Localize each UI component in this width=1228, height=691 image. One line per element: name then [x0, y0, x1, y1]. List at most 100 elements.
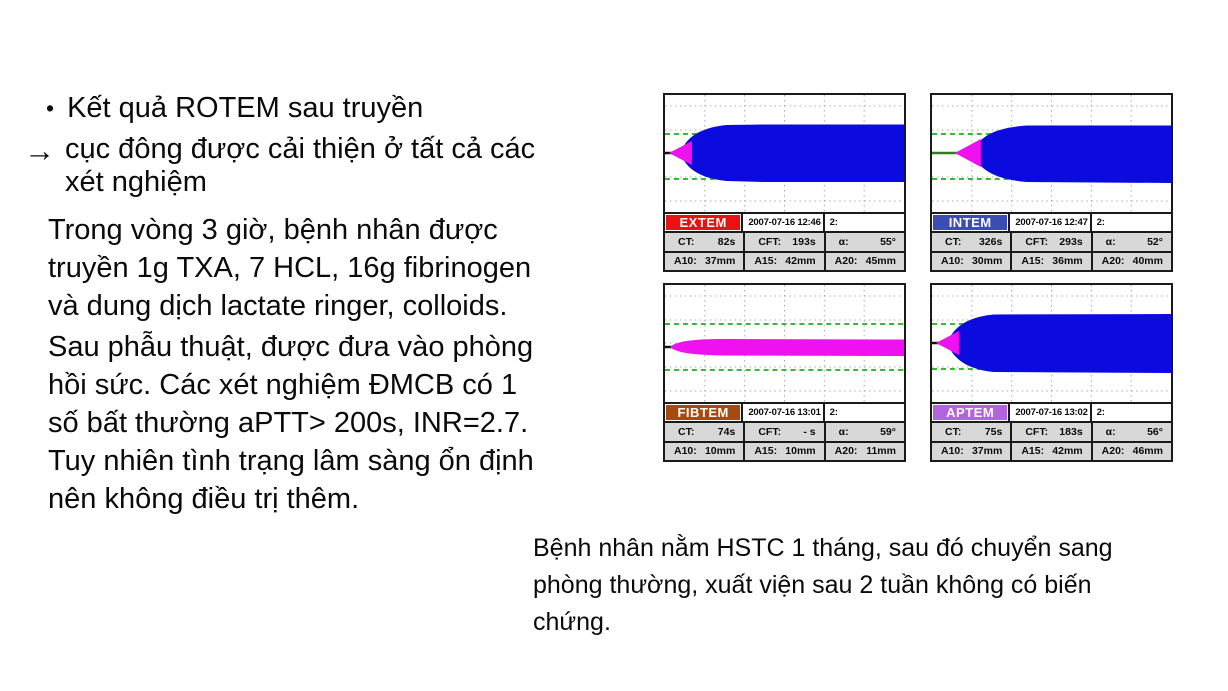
- test-name-cell: FIBTEM: [665, 404, 744, 422]
- a10-cell: A10: 30mm: [932, 252, 1013, 270]
- test-name-cell: APTEM: [932, 404, 1011, 422]
- param-label: A15:: [754, 445, 778, 458]
- a15-cell: A15: 42mm: [1012, 442, 1093, 460]
- extem-temogram-plot: [665, 95, 904, 214]
- intem-label: INTEM: [933, 215, 1008, 231]
- clot-trace-blue: [679, 124, 904, 182]
- rotem-panel-fibtem: FIBTEM 2007-07-16 13:01 2: CT: 74s CFT: - …: [663, 283, 906, 462]
- bullet-marker: •: [46, 95, 55, 121]
- bullet-text: Kết quả ROTEM sau truyền: [67, 92, 424, 124]
- cft-cell: CFT: - s: [745, 423, 826, 441]
- param-value: 11mm: [866, 445, 896, 458]
- param-value: 293s: [1059, 235, 1083, 248]
- test-name-cell: EXTEM: [665, 214, 744, 232]
- param-label: α:: [1105, 425, 1116, 438]
- clot-trace-blue: [946, 314, 1171, 373]
- aptem-temogram-plot: [932, 285, 1171, 404]
- a10-cell: A10: 10mm: [665, 442, 746, 460]
- paragraph-postop: Sau phẫu thuật, được đưa vào phòng hồi s…: [48, 328, 534, 518]
- param-value: 36mm: [1052, 255, 1083, 268]
- param-label: α:: [838, 425, 849, 438]
- alpha-cell: α: 52°: [1092, 233, 1171, 251]
- panel-ct-row: CT: 74s CFT: - s α: 59°: [665, 423, 904, 443]
- panel-ct-row: CT: 326s CFT: 293s α: 52°: [932, 233, 1171, 253]
- param-value: - s: [803, 425, 816, 438]
- param-value: 183s: [1059, 425, 1083, 438]
- a15-cell: A15: 10mm: [745, 442, 826, 460]
- a10-cell: A10: 37mm: [932, 442, 1013, 460]
- text-line: phòng thường, xuất viện sau 2 tuần không…: [533, 571, 1092, 599]
- arrow-text-line: cục đông được cải thiện ở tất cả các: [65, 133, 536, 165]
- param-label: A20:: [834, 445, 858, 458]
- aptem-label: APTEM: [933, 405, 1008, 421]
- a20-cell: A20: 11mm: [825, 442, 904, 460]
- rotem-panel-aptem: APTEM 2007-07-16 13:02 2: CT: 75s CFT: 183…: [930, 283, 1173, 462]
- param-value: 56°: [1147, 425, 1163, 438]
- panel-ct-row: CT: 82s CFT: 193s α: 55°: [665, 233, 904, 253]
- text-line: nên không điều trị thêm.: [48, 483, 360, 515]
- panel-amplitude-row: A10: 30mm A15: 36mm A20: 40mm: [932, 252, 1171, 270]
- param-value: 75s: [984, 425, 1003, 438]
- param-value: 10mm: [785, 445, 816, 458]
- text-line: và dung dịch lactate ringer, colloids.: [48, 290, 508, 322]
- a15-cell: A15: 42mm: [745, 252, 826, 270]
- a10-cell: A10: 37mm: [665, 252, 746, 270]
- intem-temogram-plot: [932, 95, 1171, 214]
- paragraph-outcome: Bệnh nhân nằm HSTC 1 tháng, sau đó chuyể…: [533, 530, 1113, 641]
- cft-cell: CFT: 293s: [1012, 233, 1093, 251]
- alpha-cell: α: 56°: [1092, 423, 1171, 441]
- panel-header-row: EXTEM 2007-07-16 12:46 2:: [665, 214, 904, 234]
- extem-trace-chart: [665, 95, 904, 212]
- param-value: 55°: [880, 235, 896, 248]
- a20-cell: A20: 46mm: [1092, 442, 1171, 460]
- panel-header-row: APTEM 2007-07-16 13:02 2:: [932, 404, 1171, 424]
- aptem-datetime: 2007-07-16 13:02: [1010, 404, 1092, 422]
- text-line: Trong vòng 3 giờ, bệnh nhân được: [48, 214, 498, 246]
- param-label: A15:: [1021, 445, 1045, 458]
- param-label: A10:: [674, 445, 697, 458]
- text-line: Sau phẫu thuật, được đưa vào phòng: [48, 331, 534, 363]
- rotem-panel-intem: INTEM 2007-07-16 12:47 2: CT: 326s CFT: 29…: [930, 93, 1173, 272]
- param-label: A10:: [941, 445, 964, 458]
- param-value: 45mm: [865, 255, 896, 268]
- param-label: A20:: [1101, 255, 1125, 268]
- param-value: 10mm: [704, 445, 736, 458]
- clot-trace-blue: [971, 125, 1171, 183]
- panel-header-row: FIBTEM 2007-07-16 13:01 2:: [665, 404, 904, 424]
- text-line: truyền 1g TXA, 7 HCL, 16g fibrinogen: [48, 252, 532, 284]
- param-label: A10:: [674, 255, 697, 268]
- aptem-run-number: 2:: [1091, 404, 1171, 422]
- ct-cell: CT: 74s: [665, 423, 746, 441]
- text-line: hồi sức. Các xét nghiệm ĐMCB có 1: [48, 369, 518, 401]
- param-label: CT:: [678, 235, 695, 248]
- panel-amplitude-row: A10: 37mm A15: 42mm A20: 46mm: [932, 442, 1171, 460]
- bullet-item: • Kết quả ROTEM sau truyền: [46, 89, 423, 127]
- param-value: 82s: [717, 235, 736, 248]
- cft-cell: CFT: 193s: [745, 233, 826, 251]
- param-label: α:: [1105, 235, 1116, 248]
- param-label: CT:: [678, 425, 695, 438]
- param-value: 30mm: [971, 255, 1003, 268]
- param-value: 74s: [717, 425, 736, 438]
- a20-cell: A20: 40mm: [1092, 252, 1171, 270]
- param-value: 42mm: [785, 255, 816, 268]
- param-label: α:: [838, 235, 849, 248]
- aptem-trace-chart: [932, 285, 1171, 402]
- a20-cell: A20: 45mm: [825, 252, 904, 270]
- param-label: A20:: [1101, 445, 1125, 458]
- param-label: CFT:: [1025, 425, 1049, 438]
- param-value: 52°: [1147, 235, 1163, 248]
- intem-run-number: 2:: [1091, 214, 1171, 232]
- text-line: Bệnh nhân nằm HSTC 1 tháng, sau đó chuyể…: [533, 534, 1113, 562]
- param-label: A15:: [754, 255, 778, 268]
- text-line: Tuy nhiên tình trạng lâm sàng ổn định: [48, 445, 534, 477]
- extem-run-number: 2:: [824, 214, 904, 232]
- rotem-panel-extem: EXTEM 2007-07-16 12:46 2: CT: 82s CFT: 193…: [663, 93, 906, 272]
- param-value: 46mm: [1132, 445, 1163, 458]
- fibtem-trace-chart: [665, 285, 904, 402]
- fibtem-temogram-plot: [665, 285, 904, 404]
- param-value: 59°: [880, 425, 896, 438]
- alpha-cell: α: 55°: [825, 233, 904, 251]
- param-label: A15:: [1021, 255, 1045, 268]
- param-value: 37mm: [971, 445, 1003, 458]
